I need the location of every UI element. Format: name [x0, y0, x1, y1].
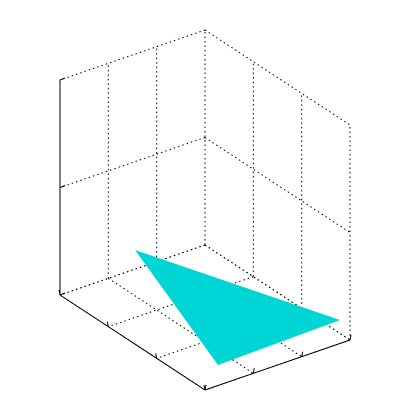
grid-line	[204, 29, 351, 126]
grid-line	[204, 137, 351, 233]
tick-mark	[349, 334, 352, 341]
tick-mark	[301, 351, 304, 357]
patch	[135, 250, 340, 365]
tick-mark	[59, 292, 66, 296]
grid-line	[59, 29, 206, 81]
tick-mark	[203, 384, 206, 391]
grid-line	[59, 137, 206, 188]
tick-mark	[58, 289, 61, 296]
x-axis	[59, 294, 206, 391]
axes	[58, 77, 352, 391]
tick-mark	[155, 353, 158, 359]
tick-mark	[59, 77, 66, 81]
grid-line	[59, 244, 206, 296]
y-axis	[204, 339, 351, 391]
tick-mark	[252, 368, 255, 374]
tick-mark	[106, 321, 109, 327]
tick-mark	[59, 185, 66, 188]
